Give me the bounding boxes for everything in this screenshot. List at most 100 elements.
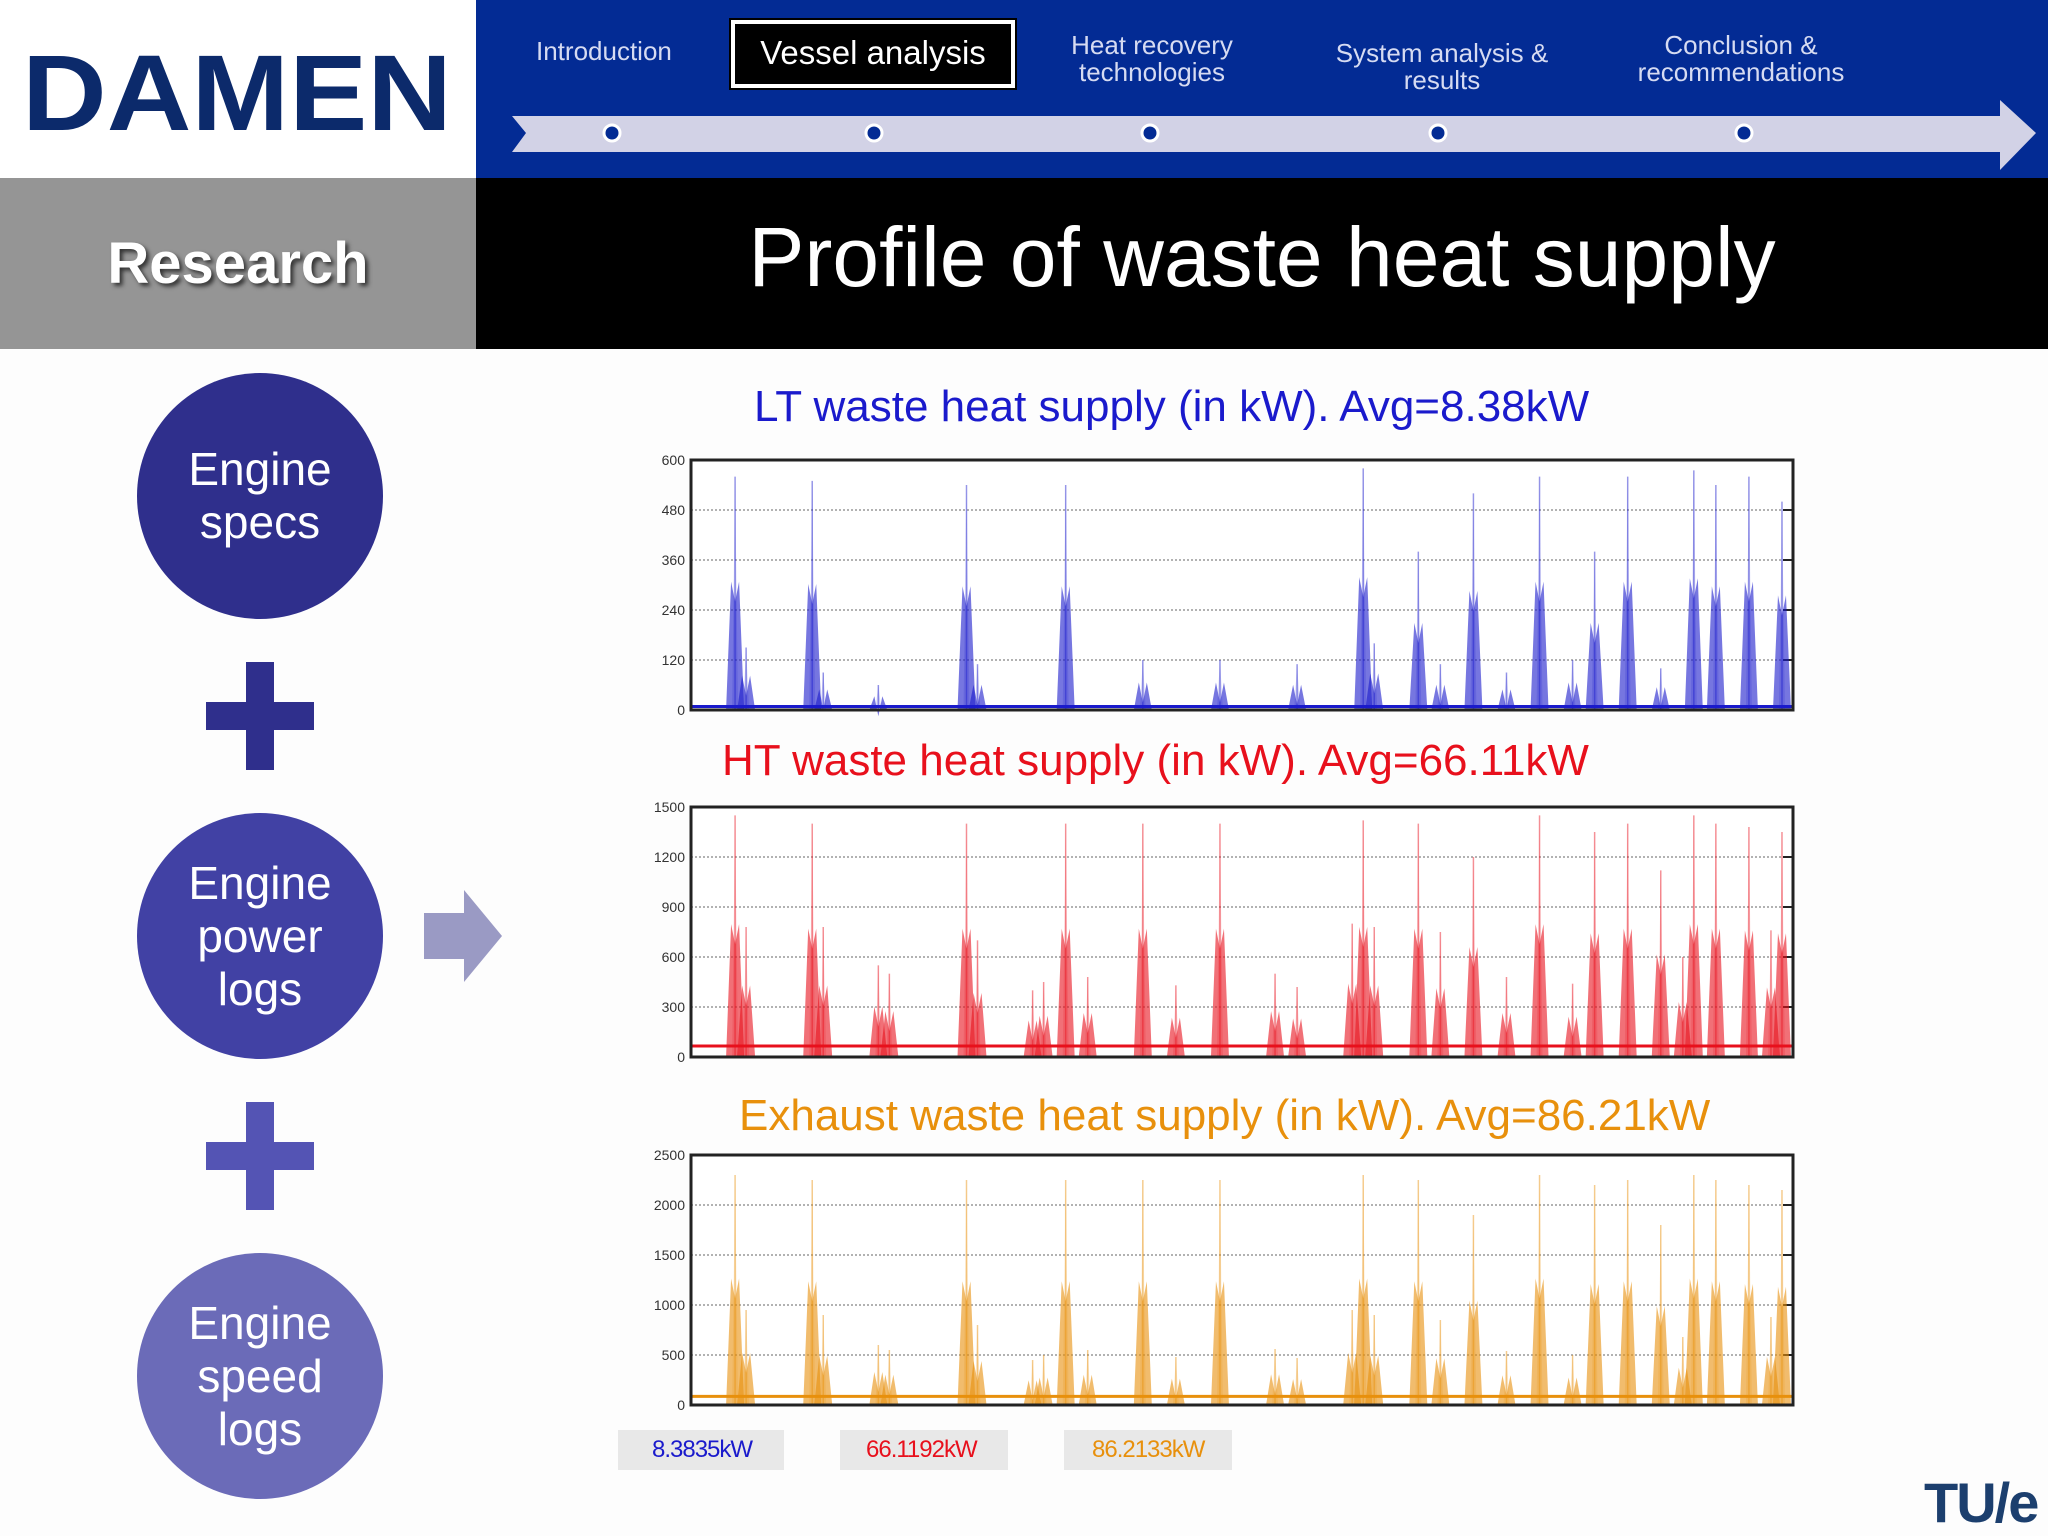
avg-label-exhaust: 86.2133kW: [1064, 1430, 1232, 1470]
data-spike: [1706, 485, 1725, 710]
data-spike: [1409, 1180, 1428, 1405]
data-spike: [1056, 823, 1075, 1057]
data-spike: [1409, 823, 1428, 1057]
data-spike: [1651, 668, 1670, 710]
data-spike: [957, 823, 976, 1057]
data-spike: [1772, 832, 1791, 1057]
y-tick-label: 2000: [654, 1197, 685, 1213]
data-spike: [1210, 1180, 1229, 1405]
data-spike: [1464, 857, 1483, 1057]
data-spike: [737, 1310, 756, 1405]
data-spike: [1409, 551, 1428, 710]
lt-waste-heat-chart: 600 480 360 240 120 0: [662, 455, 1795, 718]
timeline-dot-heat-recovery: [1140, 123, 1160, 143]
y-tick-label: 120: [662, 652, 686, 668]
data-spike: [726, 476, 745, 710]
plot-area: [691, 1155, 1793, 1405]
right-arrow-icon: [424, 890, 502, 982]
data-spike: [1365, 1315, 1384, 1405]
data-spike: [814, 1315, 833, 1405]
data-spike: [1530, 1175, 1549, 1405]
step-engine-specs: Engine specs: [137, 373, 383, 619]
data-spike: [1684, 1175, 1703, 1405]
data-spike: [1431, 1320, 1450, 1405]
tab-system-analysis-results[interactable]: System analysis & results: [1335, 38, 1549, 95]
data-spike: [1288, 664, 1307, 710]
data-spike: [1706, 1180, 1725, 1405]
y-tick-label: 240: [662, 602, 686, 618]
y-tick-label: 0: [677, 1049, 685, 1065]
data-spike: [1210, 660, 1229, 710]
tue-logo: TU/e: [1924, 1471, 2039, 1534]
y-tick-label: 300: [662, 999, 686, 1015]
data-spike: [1530, 815, 1549, 1057]
data-spike: [1772, 1190, 1791, 1405]
exhaust-waste-heat-chart: 2500 2000 1500 1000 500 0: [654, 1150, 1795, 1413]
chart-title-lt: LT waste heat supply (in kW). Avg=8.38kW: [754, 382, 1590, 431]
y-tick-label: 600: [662, 455, 686, 468]
data-spike: [1618, 476, 1637, 710]
data-spike: [1056, 1180, 1075, 1405]
data-spike: [737, 927, 756, 1057]
navigation-bar: Introduction Vessel analysis Heat recove…: [476, 0, 2048, 178]
data-spike: [1464, 1215, 1483, 1405]
step-engine-speed-logs: Engine speed logs: [137, 1253, 383, 1499]
y-tick-label: 900: [662, 899, 686, 915]
page-title: Profile of waste heat supply: [476, 178, 2048, 349]
data-spike: [1618, 823, 1637, 1057]
data-spike: [957, 1180, 976, 1405]
tab-heat-recovery-technologies[interactable]: Heat recovery technologies: [1071, 30, 1233, 87]
timeline-dot-system-analysis: [1428, 123, 1448, 143]
plot-frame: [689, 1153, 1795, 1407]
damen-logo: DAMEN: [22, 32, 452, 153]
data-spike: [1618, 1180, 1637, 1405]
data-spike: [1365, 927, 1384, 1057]
chart-title-ht: HT waste heat supply (in kW). Avg=66.11k…: [722, 736, 1589, 785]
plus-icon: [206, 1102, 314, 1210]
data-spike: [1739, 827, 1758, 1057]
data-spike: [726, 1175, 745, 1405]
data-spike: [1354, 1175, 1373, 1405]
data-spike: [1365, 643, 1384, 710]
timeline-dot-vessel-analysis: [864, 123, 884, 143]
data-spike: [1133, 660, 1152, 710]
tab-vessel-analysis[interactable]: Vessel analysis: [729, 18, 1017, 90]
step-engine-power-logs: Engine power logs: [137, 813, 383, 1059]
data-spike: [1133, 1180, 1152, 1405]
data-spike: [1772, 501, 1791, 710]
y-tick-label: 1500: [654, 802, 685, 815]
data-spike: [968, 940, 987, 1057]
y-tick-label: 0: [677, 702, 685, 718]
data-spike: [1464, 493, 1483, 710]
avg-label-lt: 8.3835kW: [618, 1430, 784, 1470]
data-spike: [968, 1325, 987, 1405]
svg-text:DAMEN: DAMEN: [22, 32, 452, 153]
data-spike: [1354, 468, 1373, 710]
data-spike: [803, 480, 822, 710]
data-spike: [1684, 815, 1703, 1057]
plot-frame: [689, 805, 1795, 1059]
plot-area: [691, 460, 1793, 710]
y-tick-label: 1000: [654, 1297, 685, 1313]
y-tick-label: 600: [662, 949, 686, 965]
data-spike: [1530, 476, 1549, 710]
tab-introduction[interactable]: Introduction: [536, 36, 672, 66]
y-tick-label: 360: [662, 552, 686, 568]
tab-conclusion-recommendations[interactable]: Conclusion & recommendations: [1637, 30, 1845, 87]
data-spike: [1585, 551, 1604, 710]
data-spike: [814, 672, 833, 710]
data-spike: [1431, 932, 1450, 1057]
timeline-dot-introduction: [602, 123, 622, 143]
avg-label-ht: 66.1192kW: [840, 1430, 1008, 1470]
data-spike: [1684, 470, 1703, 710]
timeline-arrow: [512, 100, 2036, 170]
data-spike: [1497, 672, 1516, 710]
data-spike: [1056, 485, 1075, 710]
ht-waste-heat-chart: 1500 1200 900 600 300 0: [654, 802, 1795, 1065]
data-spike: [737, 647, 756, 710]
y-tick-label: 480: [662, 502, 686, 518]
chart-title-exhaust: Exhaust waste heat supply (in kW). Avg=8…: [739, 1091, 1711, 1140]
y-tick-label: 0: [677, 1397, 685, 1413]
data-spike: [1651, 1225, 1670, 1405]
data-spike: [1651, 870, 1670, 1057]
